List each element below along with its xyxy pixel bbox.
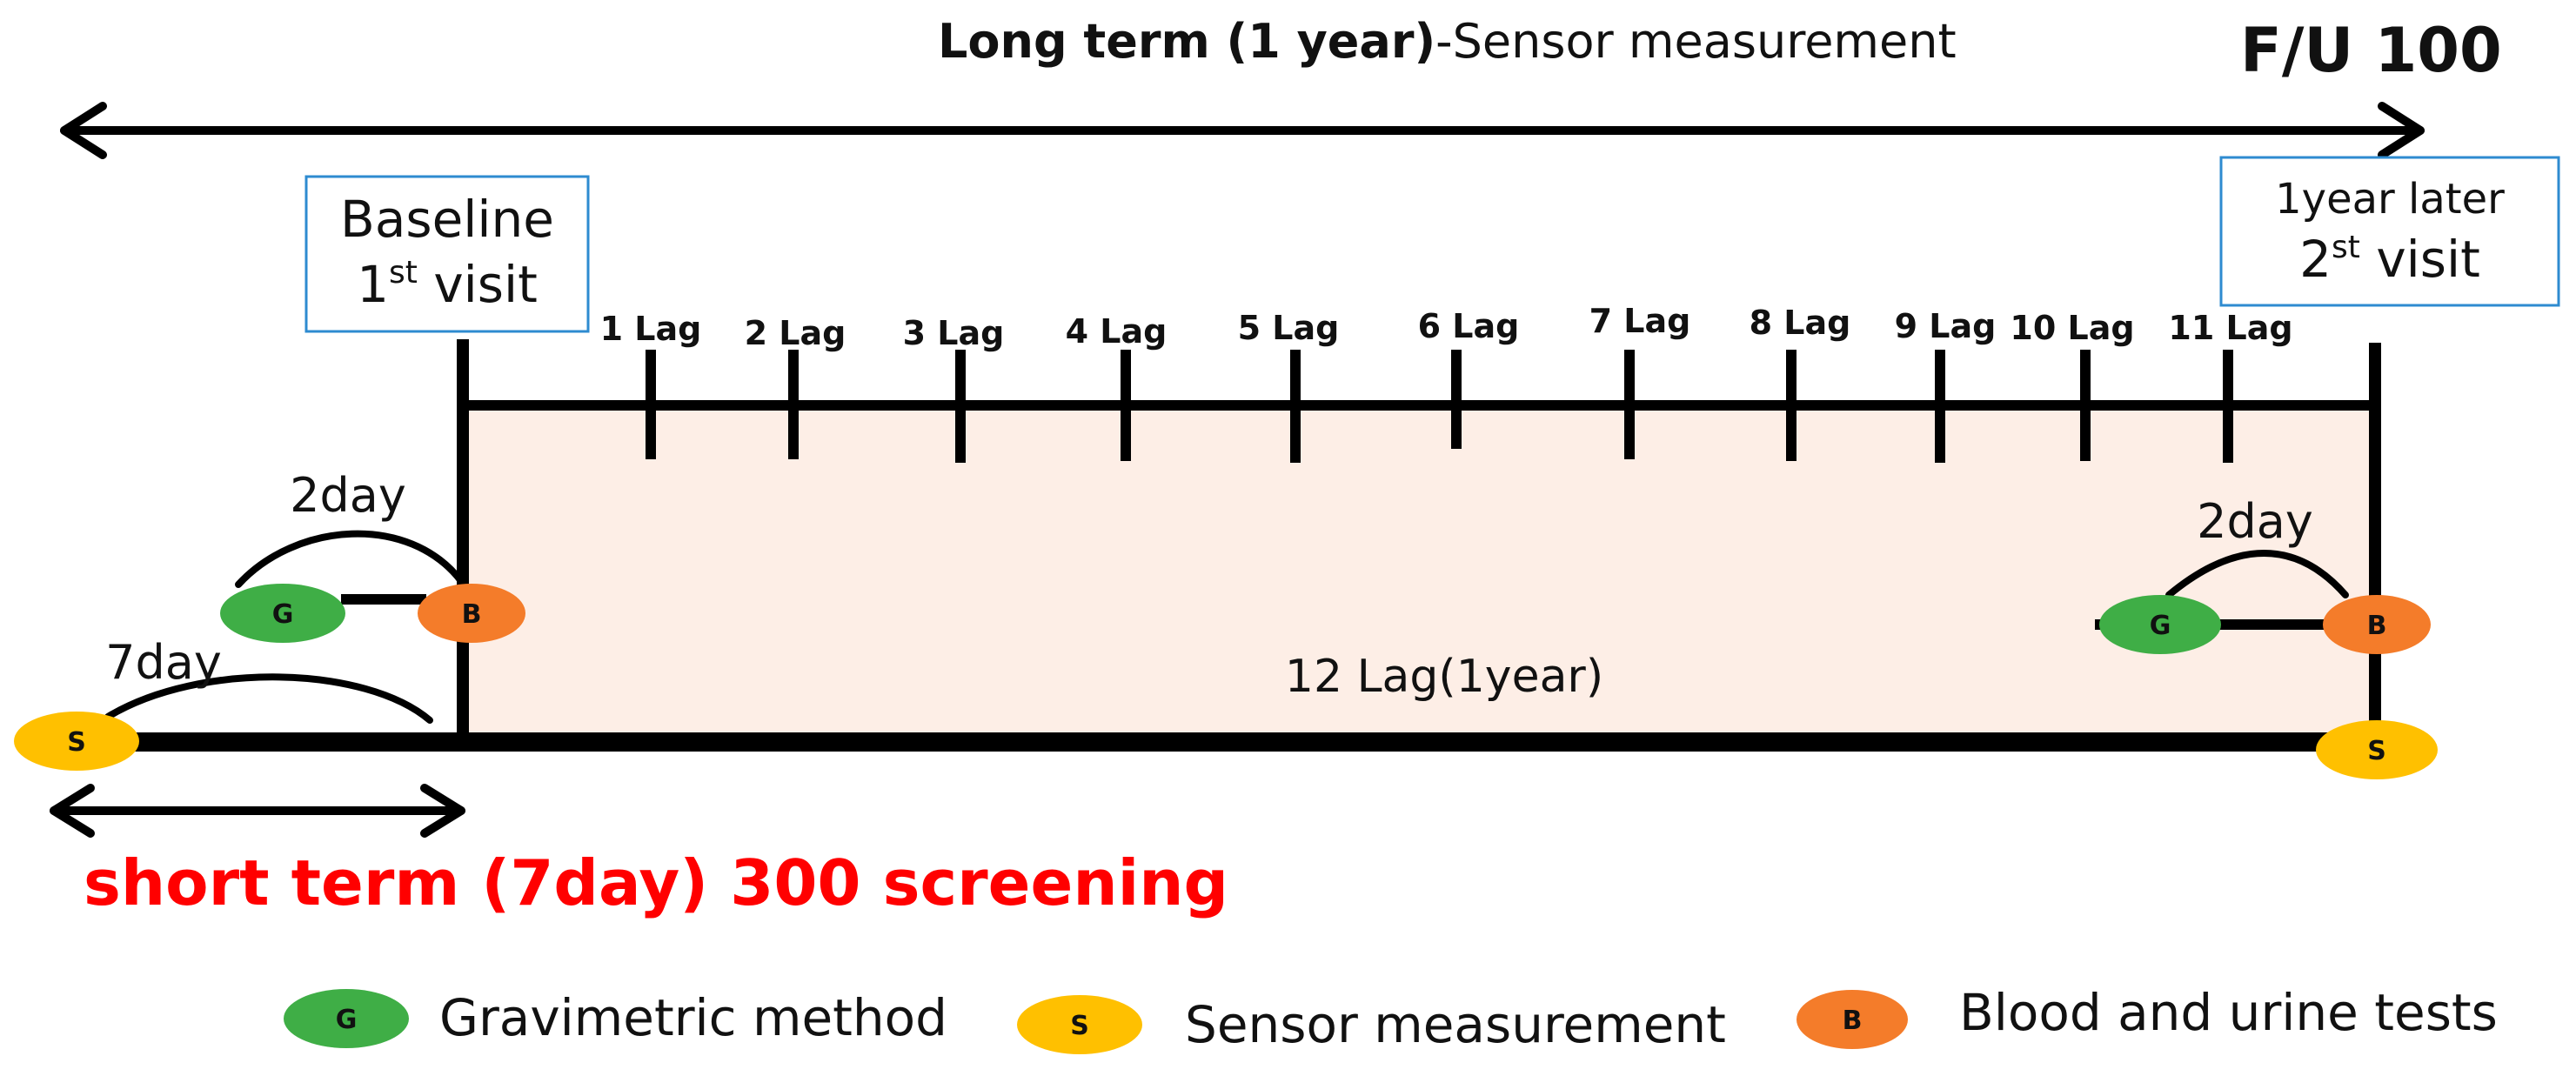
end-sensor-node: S <box>2316 720 2438 779</box>
legend-item-gravimetric: G Gravimetric method <box>284 988 947 1048</box>
legend-item-sensor: S Sensor measurement <box>1017 995 1726 1054</box>
svg-text:S: S <box>1070 1011 1089 1041</box>
legend-label-gravimetric: Gravimetric method <box>439 988 947 1047</box>
second-visit-ordinal: st <box>2332 230 2360 265</box>
baseline-visit-ordinal: st <box>389 255 418 291</box>
second-visit-box <box>2219 156 2560 307</box>
second-visit-box-title: 1year later <box>2275 175 2505 224</box>
svg-text:B: B <box>1843 1006 1863 1036</box>
timeline-frame <box>96 339 2381 752</box>
lag-label: 11 Lag <box>2168 309 2292 347</box>
lag-label: 7 Lag <box>1589 302 1691 340</box>
short-term-label-bold: screening <box>883 846 1228 919</box>
svg-text:S: S <box>67 727 86 758</box>
lag-label: 2 Lag <box>745 314 846 352</box>
lag-labels: 1 Lag 2 Lag 3 Lag 4 Lag 5 Lag 6 Lag 7 La… <box>600 302 2293 352</box>
legend-item-blood: B Blood and urine tests <box>1797 983 2498 1049</box>
second-visit-box-visit: 2st visit <box>2299 230 2480 289</box>
legend-label-blood: Blood and urine tests <box>1959 983 2498 1042</box>
long-term-title-rest: -Sensor measurement <box>1435 14 1956 69</box>
long-term-title: Long term (1 year)-Sensor measurement <box>938 14 1957 69</box>
lag-ticks <box>646 350 2233 463</box>
baseline-visit-number: 1 <box>357 255 389 314</box>
second-visit-number: 2 <box>2299 230 2332 289</box>
long-term-title-bold: Long term (1 year) <box>938 14 1435 69</box>
follow-up-label: F/U 100 <box>2240 15 2502 86</box>
left-two-day-label: 2day <box>290 468 406 523</box>
baseline-gravimetric-node: G <box>220 584 345 643</box>
svg-text:G: G <box>272 599 294 630</box>
lag-label: 8 Lag <box>1750 304 1851 342</box>
baseline-box-visit: 1st visit <box>357 255 538 314</box>
baseline-box-title: Baseline <box>340 190 554 249</box>
svg-text:S: S <box>2367 736 2386 766</box>
followup-gravimetric-node: G <box>2099 595 2221 654</box>
start-sensor-node: S <box>14 712 139 771</box>
seven-day-arc <box>104 673 433 724</box>
baseline-box <box>304 175 590 333</box>
baseline-blood-node: B <box>418 584 525 643</box>
right-two-day-label: 2day <box>2197 494 2313 549</box>
lag-label: 1 Lag <box>600 310 702 348</box>
lag-label: 6 Lag <box>1418 307 1520 345</box>
twelve-lag-label: 12 Lag(1year) <box>1285 651 1603 703</box>
legend-label-sensor: Sensor measurement <box>1185 995 1726 1054</box>
short-term-label: short term (7day) 300 screening <box>84 846 1228 919</box>
short-term-label-main: short term (7day) 300 <box>84 846 883 919</box>
long-term-arrow <box>60 102 2425 159</box>
short-term-arrow <box>50 784 465 838</box>
svg-text:G: G <box>2150 611 2171 641</box>
second-visit-word: visit <box>2360 230 2480 289</box>
twelve-lag-region <box>468 402 2375 739</box>
svg-text:B: B <box>462 599 482 630</box>
legend: G Gravimetric method S Sensor measuremen… <box>284 983 2498 1054</box>
followup-blood-node: B <box>2323 595 2431 654</box>
left-two-day-interval <box>235 530 465 605</box>
lag-label: 3 Lag <box>903 314 1005 352</box>
lag-label: 5 Lag <box>1238 309 1340 347</box>
lag-label: 9 Lag <box>1895 307 1997 345</box>
seven-day-label: 7day <box>105 635 222 690</box>
baseline-visit-word: visit <box>418 255 538 314</box>
lag-label: 4 Lag <box>1066 312 1168 351</box>
svg-text:B: B <box>2367 611 2387 641</box>
lag-label: 10 Lag <box>2010 309 2134 347</box>
svg-text:G: G <box>336 1005 358 1035</box>
